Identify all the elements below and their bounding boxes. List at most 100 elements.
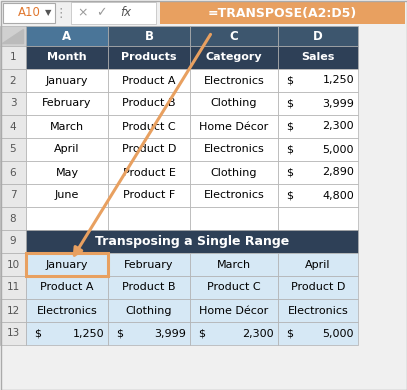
Text: 5: 5 bbox=[10, 145, 16, 154]
Bar bbox=[190, 138, 278, 161]
Bar bbox=[278, 92, 358, 115]
Bar bbox=[26, 276, 108, 299]
Bar bbox=[26, 26, 108, 46]
Text: ✓: ✓ bbox=[96, 7, 106, 20]
Bar bbox=[108, 69, 190, 92]
Bar bbox=[108, 115, 190, 138]
Bar bbox=[108, 161, 190, 184]
Text: Product F: Product F bbox=[123, 190, 175, 200]
Text: $: $ bbox=[286, 328, 293, 339]
Text: 1,250: 1,250 bbox=[322, 76, 354, 85]
Polygon shape bbox=[2, 29, 23, 43]
Text: 3,999: 3,999 bbox=[154, 328, 186, 339]
Text: Product A: Product A bbox=[40, 282, 94, 292]
Bar bbox=[26, 299, 108, 322]
Text: Transposing a Single Range: Transposing a Single Range bbox=[95, 235, 289, 248]
Text: January: January bbox=[46, 76, 88, 85]
Text: 1: 1 bbox=[10, 53, 16, 62]
Text: Category: Category bbox=[206, 53, 263, 62]
Text: $: $ bbox=[286, 99, 293, 108]
Bar bbox=[190, 253, 278, 276]
Bar bbox=[190, 207, 278, 230]
Text: C: C bbox=[230, 30, 239, 43]
Text: 4: 4 bbox=[10, 122, 16, 131]
Bar bbox=[108, 322, 190, 345]
Text: Clothing: Clothing bbox=[126, 305, 172, 316]
Text: 4,800: 4,800 bbox=[322, 190, 354, 200]
Text: Products: Products bbox=[121, 53, 177, 62]
Text: June: June bbox=[55, 190, 79, 200]
Bar bbox=[0, 115, 26, 138]
Bar bbox=[26, 138, 108, 161]
Text: January: January bbox=[46, 259, 88, 269]
Text: $: $ bbox=[34, 328, 41, 339]
Bar bbox=[26, 253, 108, 276]
Text: 12: 12 bbox=[7, 305, 20, 316]
Bar bbox=[108, 253, 190, 276]
Bar bbox=[278, 207, 358, 230]
Bar bbox=[278, 161, 358, 184]
Text: Product D: Product D bbox=[291, 282, 345, 292]
Bar bbox=[26, 69, 108, 92]
Text: $: $ bbox=[116, 328, 123, 339]
Text: Product B: Product B bbox=[122, 99, 176, 108]
Text: Electronics: Electronics bbox=[37, 305, 97, 316]
Bar bbox=[278, 276, 358, 299]
Text: Electronics: Electronics bbox=[204, 76, 265, 85]
Text: March: March bbox=[50, 122, 84, 131]
Bar bbox=[26, 161, 108, 184]
Text: Electronics: Electronics bbox=[204, 145, 265, 154]
Text: Product B: Product B bbox=[122, 282, 176, 292]
Bar bbox=[278, 253, 358, 276]
Text: 2,300: 2,300 bbox=[322, 122, 354, 131]
Bar bbox=[71, 2, 156, 24]
Text: A10: A10 bbox=[18, 7, 40, 20]
Bar bbox=[0, 69, 26, 92]
Text: 10: 10 bbox=[7, 259, 20, 269]
Text: $: $ bbox=[286, 190, 293, 200]
Text: Product A: Product A bbox=[122, 76, 176, 85]
Bar bbox=[278, 322, 358, 345]
Bar bbox=[278, 138, 358, 161]
Bar bbox=[0, 92, 26, 115]
Bar bbox=[0, 322, 26, 345]
Bar bbox=[190, 161, 278, 184]
Text: 5,000: 5,000 bbox=[322, 328, 354, 339]
Bar bbox=[26, 46, 108, 69]
Bar bbox=[26, 230, 358, 253]
Bar bbox=[26, 115, 108, 138]
Text: Product E: Product E bbox=[123, 167, 175, 177]
Text: Sales: Sales bbox=[301, 53, 335, 62]
Text: April: April bbox=[305, 259, 331, 269]
Bar bbox=[26, 322, 108, 345]
Bar bbox=[0, 207, 26, 230]
Bar bbox=[190, 299, 278, 322]
Text: B: B bbox=[144, 30, 153, 43]
Bar bbox=[278, 299, 358, 322]
Bar bbox=[190, 276, 278, 299]
Text: ×: × bbox=[78, 7, 88, 20]
Text: A: A bbox=[62, 30, 72, 43]
Bar bbox=[3, 3, 55, 23]
Text: Home Décor: Home Décor bbox=[199, 122, 269, 131]
Text: Product C: Product C bbox=[122, 122, 176, 131]
Bar bbox=[278, 69, 358, 92]
Bar bbox=[26, 92, 108, 115]
Bar bbox=[190, 322, 278, 345]
Text: 13: 13 bbox=[7, 328, 20, 339]
Bar bbox=[0, 253, 26, 276]
Text: Home Décor: Home Décor bbox=[199, 305, 269, 316]
Bar bbox=[0, 46, 26, 69]
Bar bbox=[108, 46, 190, 69]
Text: Clothing: Clothing bbox=[211, 167, 257, 177]
Bar bbox=[190, 115, 278, 138]
Bar bbox=[0, 26, 26, 46]
Bar bbox=[108, 276, 190, 299]
Text: $: $ bbox=[286, 76, 293, 85]
Bar bbox=[26, 253, 108, 276]
Text: $: $ bbox=[286, 122, 293, 131]
Text: 9: 9 bbox=[10, 236, 16, 246]
Text: $: $ bbox=[286, 145, 293, 154]
Text: Product D: Product D bbox=[122, 145, 176, 154]
Text: 3,999: 3,999 bbox=[322, 99, 354, 108]
